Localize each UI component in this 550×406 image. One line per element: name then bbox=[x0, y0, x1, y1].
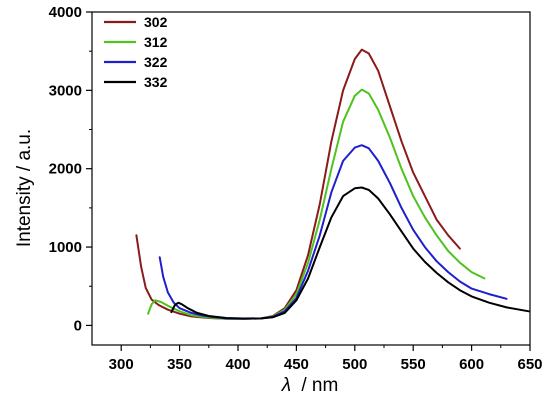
y-tick-label: 2000 bbox=[49, 161, 82, 178]
x-tick-label: 600 bbox=[459, 356, 484, 373]
y-tick-label: 1000 bbox=[49, 239, 82, 256]
x-tick-label: 650 bbox=[517, 356, 542, 373]
x-tick-label: 400 bbox=[225, 356, 250, 373]
x-tick-label: 300 bbox=[109, 356, 134, 373]
x-tick-label: 550 bbox=[401, 356, 426, 373]
plot-area-frame bbox=[91, 11, 531, 346]
legend-label-322: 322 bbox=[144, 54, 168, 70]
legend-label-332: 332 bbox=[144, 74, 168, 90]
series-line-312 bbox=[147, 88, 486, 320]
y-tick-label: 4000 bbox=[49, 4, 82, 21]
x-axis-label: / nm bbox=[301, 375, 338, 396]
series-line-322 bbox=[158, 144, 508, 320]
legend-label-312: 312 bbox=[144, 34, 168, 50]
y-tick-label: 3000 bbox=[49, 82, 82, 99]
x-tick-label: 500 bbox=[342, 356, 367, 373]
x-tick-label: 450 bbox=[284, 356, 309, 373]
y-tick-label: 0 bbox=[74, 317, 82, 334]
series-line-332 bbox=[170, 186, 530, 320]
x-axis-title: λ / nm bbox=[281, 375, 339, 396]
legend-label-302: 302 bbox=[144, 14, 168, 30]
x-axis-symbol: λ bbox=[281, 375, 291, 396]
y-axis-title: Intensity / a.u. bbox=[14, 129, 35, 247]
series-line-302 bbox=[135, 48, 461, 320]
x-tick-label: 350 bbox=[167, 356, 192, 373]
